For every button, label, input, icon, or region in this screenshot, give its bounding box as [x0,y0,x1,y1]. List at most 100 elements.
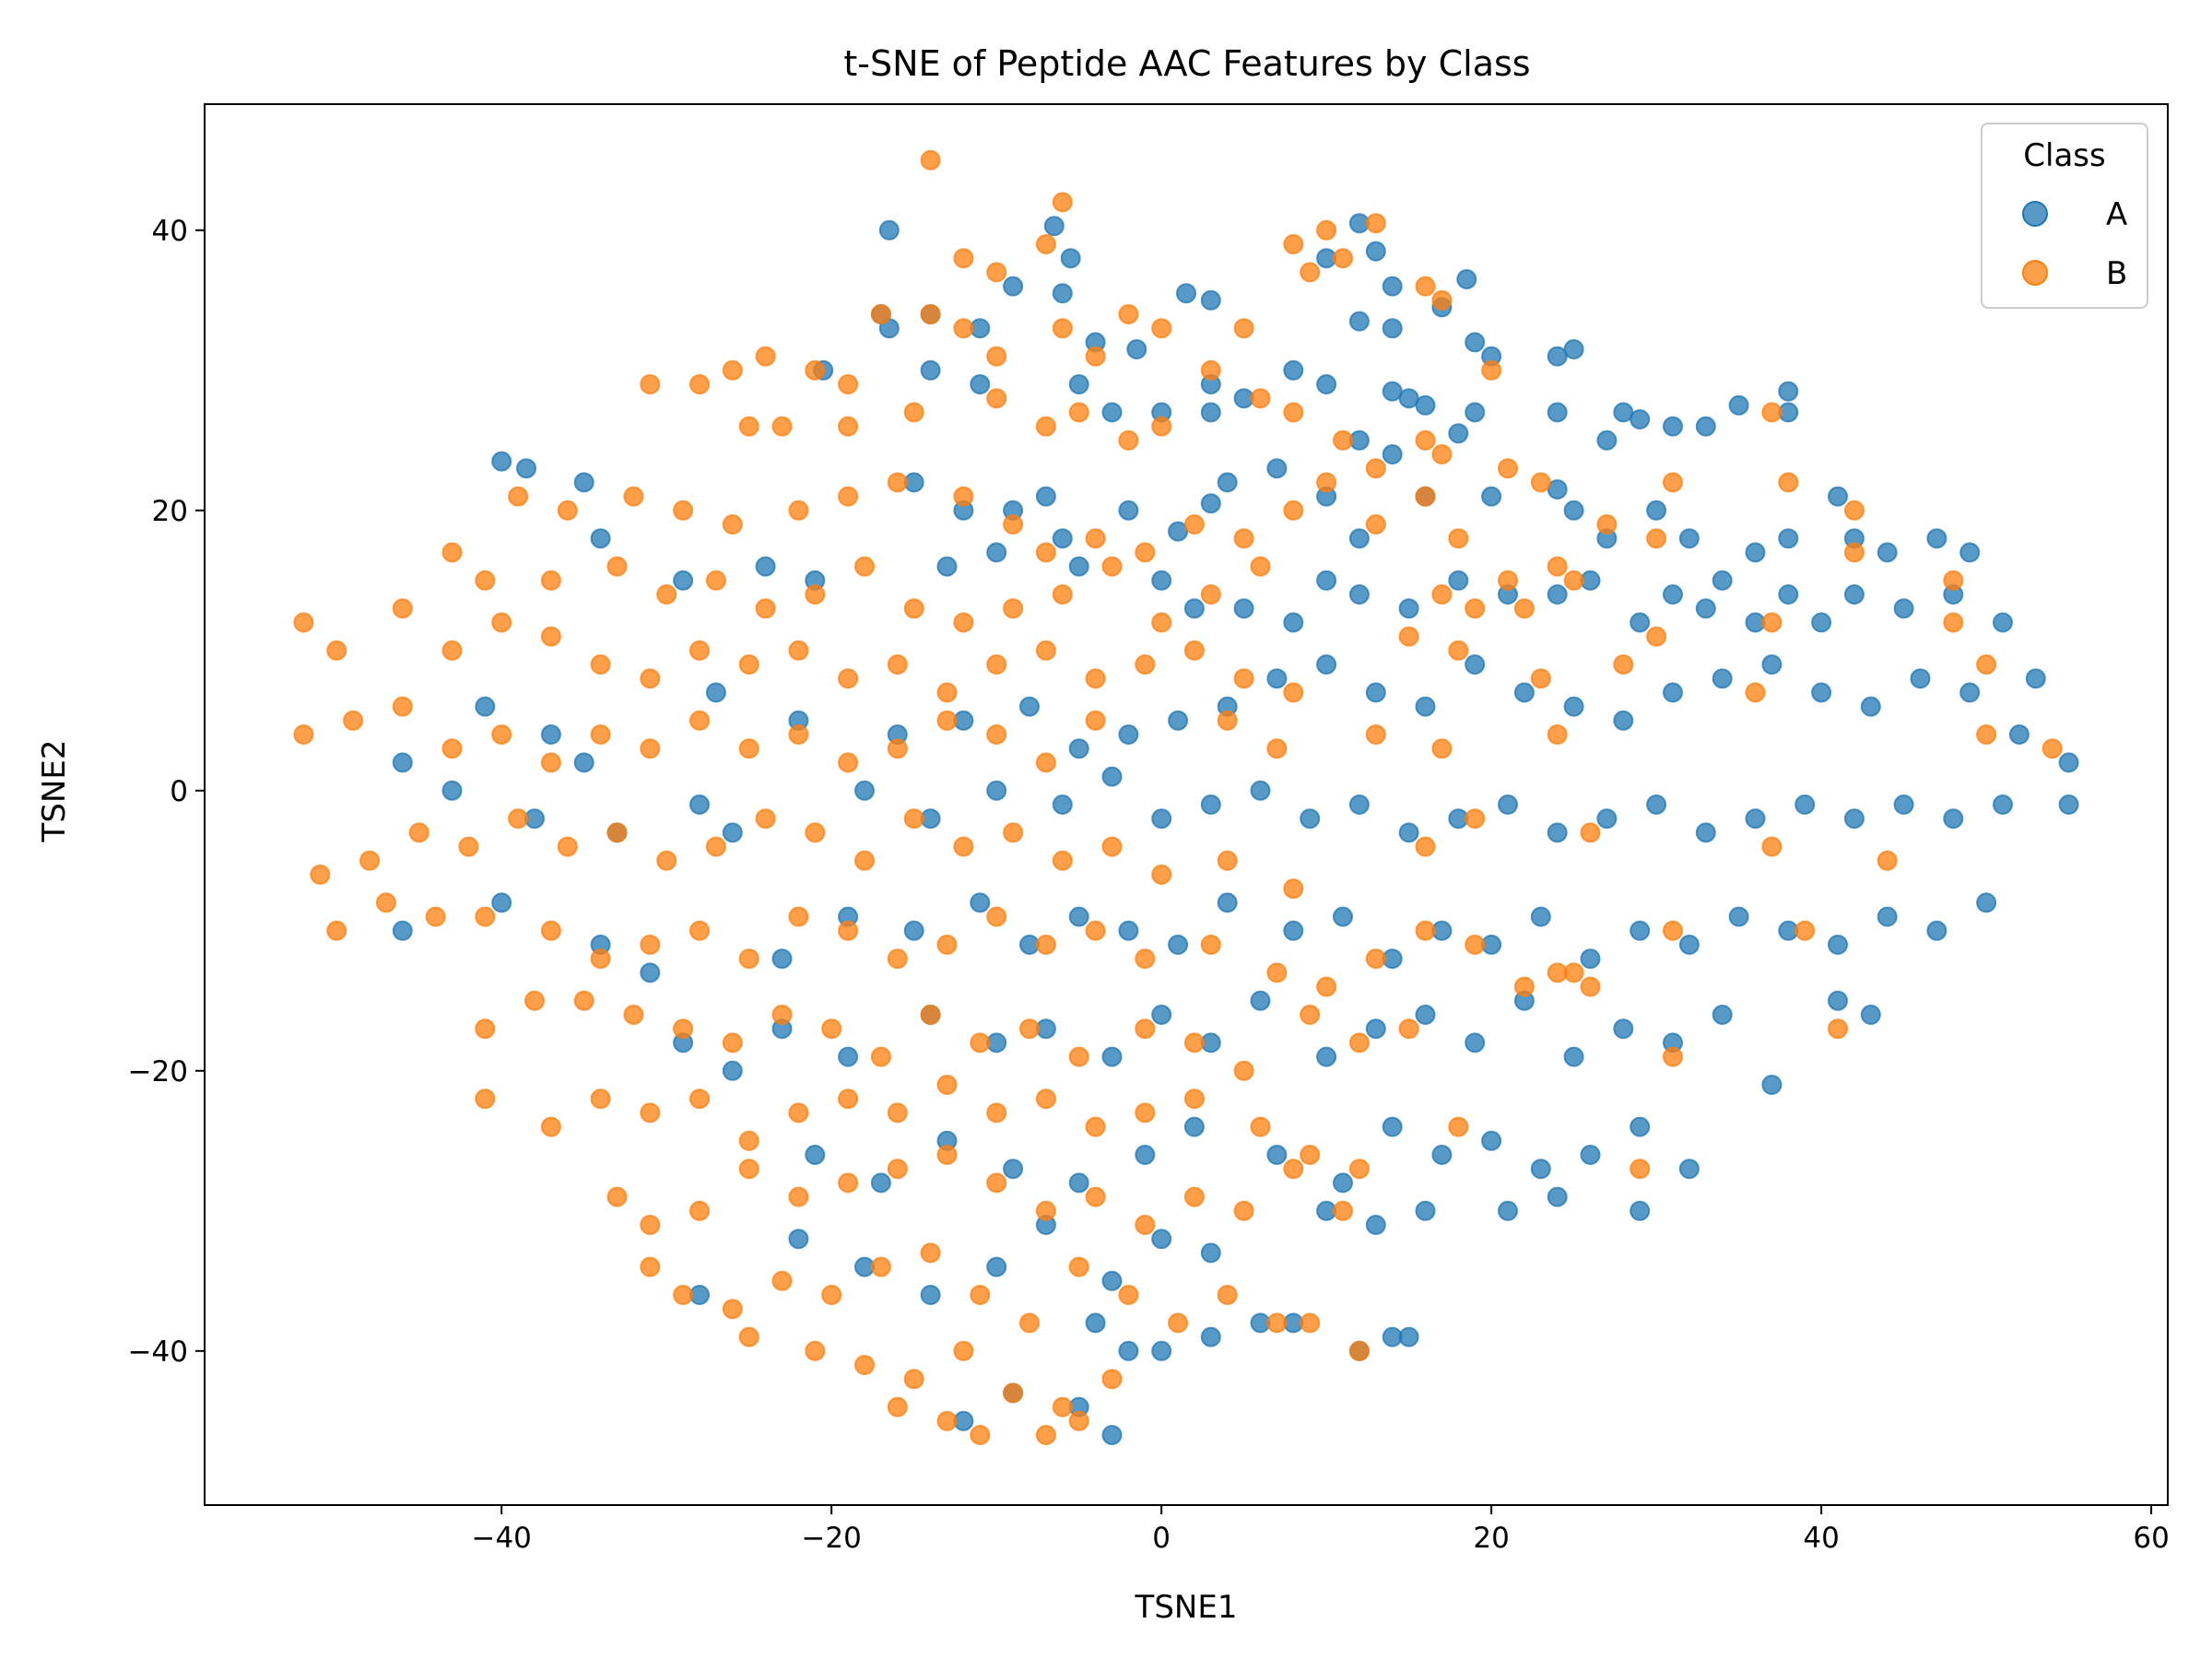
point-b [1003,514,1024,535]
point-a [1828,990,1848,1011]
point-a [1333,1172,1353,1194]
point-b [986,724,1007,745]
point-a [1745,542,1766,563]
legend-title: Class [2023,137,2105,174]
point-a [590,528,611,549]
point-b [1365,458,1386,479]
point-b [854,1355,875,1375]
point-b [1101,556,1123,577]
point-b [540,570,561,591]
point-a [1382,1116,1403,1137]
point-b [540,1116,561,1137]
point-a [920,359,941,381]
point-b [1217,850,1238,871]
point-b [771,1270,793,1291]
point-b [1794,920,1816,941]
point-a [870,1172,891,1194]
point-a [936,556,958,577]
y-tick-label: 20 [152,495,188,528]
point-b [936,1145,958,1165]
point-b [1233,1200,1254,1221]
point-b [590,1088,611,1110]
point-b [1398,1018,1419,1040]
point-b [1415,920,1436,941]
point-b [970,1425,991,1445]
point-b [557,836,578,857]
point-b [1250,388,1271,409]
point-b [920,149,941,171]
point-b [722,359,743,381]
point-b [986,1172,1007,1194]
point-a [1348,794,1370,815]
point-b [475,906,496,927]
point-a [1910,668,1931,689]
points-layer [293,149,2079,1445]
point-b [1448,528,1469,549]
point-a [441,780,463,801]
point-b [606,1186,628,1207]
point-b [1283,878,1304,900]
point-b [1877,850,1898,871]
point-b [673,1018,694,1040]
point-a [1200,289,1221,311]
point-b [1035,752,1056,773]
point-b [2041,738,2063,759]
point-a [392,752,413,773]
point-b [1646,528,1667,549]
point-b [606,822,628,843]
point-b [838,920,859,941]
point-a [1118,920,1139,941]
point-b [1415,276,1436,297]
point-b [1943,570,1964,591]
point-b [1217,710,1238,731]
point-a [986,1256,1007,1277]
point-b [1003,598,1024,619]
point-b [640,738,661,759]
point-a [1959,542,1981,563]
point-a [1448,570,1469,591]
point-a [1630,612,1651,633]
point-a [475,696,496,717]
point-b [1003,822,1024,843]
point-a [805,1145,826,1165]
point-a [1398,1326,1419,1347]
point-b [986,906,1007,927]
point-b [1085,346,1106,367]
point-b [788,640,809,661]
point-a [1580,948,1601,970]
point-b [838,1172,859,1194]
point-a [986,542,1007,563]
point-b [441,542,463,563]
point-a [673,570,694,591]
point-a [1843,584,1865,605]
point-b [887,1159,908,1180]
point-a [1678,528,1700,549]
point-b [788,1102,809,1124]
point-b [475,1018,496,1040]
plot-frame [204,103,2169,1506]
point-b [1300,1312,1321,1334]
point-b [771,416,793,437]
point-b [1448,1116,1469,1137]
y-axis-label: TSNE2 [36,740,73,843]
point-b [903,1369,924,1390]
point-b [689,1200,710,1221]
point-a [1003,1159,1024,1180]
point-a [1068,374,1089,394]
point-b [1183,1088,1205,1110]
point-b [590,724,611,745]
point-b [1233,1060,1254,1081]
point-b [1233,528,1254,549]
point-b [293,724,314,745]
point-b [458,836,479,857]
point-a [1828,486,1848,507]
point-b [722,1299,743,1320]
point-b [1151,865,1172,885]
point-a [1563,339,1584,359]
point-b [1085,1116,1106,1137]
point-b [689,1088,710,1110]
point-b [1513,598,1535,619]
point-b [1498,458,1518,479]
point-b [1085,710,1106,731]
point-a [1580,1145,1601,1165]
